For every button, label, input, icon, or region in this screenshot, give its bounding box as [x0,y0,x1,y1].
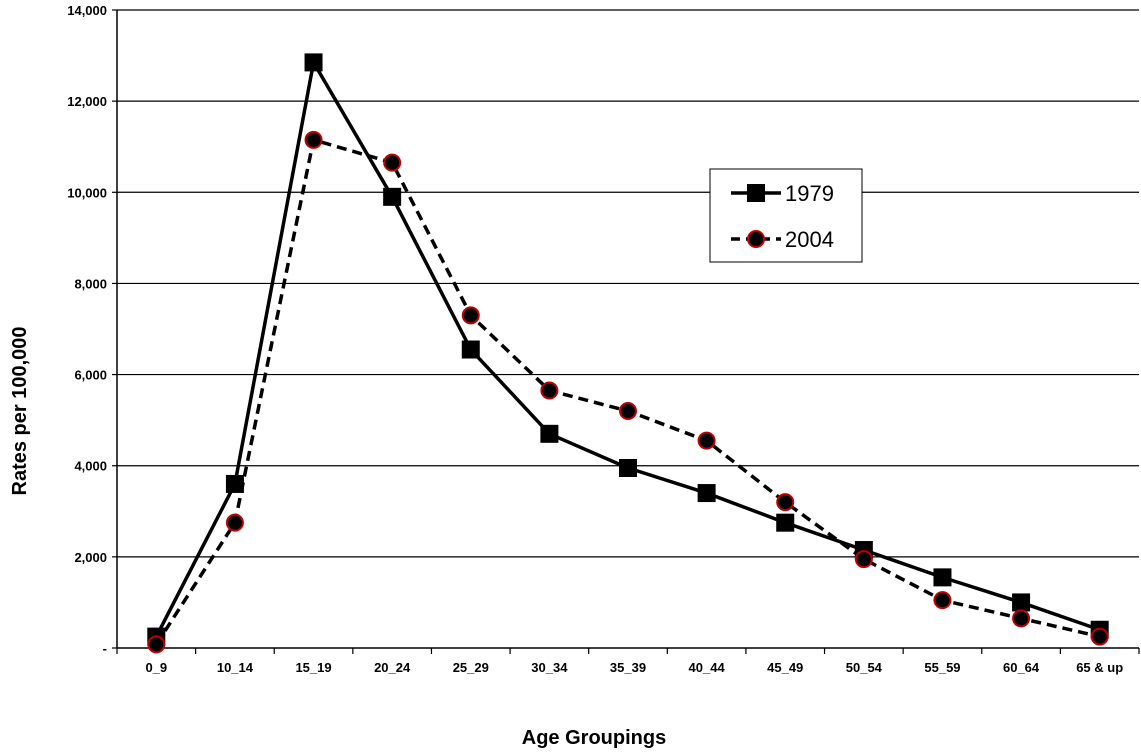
data-point-2004 [304,130,323,149]
series-group [147,53,1109,654]
x-tick-label: 20_24 [374,660,411,675]
data-point-2004 [697,431,716,450]
y-tick-label: 12,000 [67,94,107,109]
y-tick-label: 14,000 [67,3,107,18]
data-point-2004 [1012,609,1031,628]
axes [112,9,1140,654]
x-tick-label: 60_64 [1003,660,1040,675]
data-point-2004 [383,153,402,172]
series-2004 [147,130,1109,654]
data-point-1979 [619,458,637,477]
data-point-2004 [225,513,244,532]
data-point-2004 [854,550,873,569]
data-point-2004 [461,306,480,325]
x-tick-label: 55_59 [924,660,960,675]
x-tick-label: 25_29 [453,660,489,675]
x-tick-label: 45_49 [767,660,803,675]
data-point-2004 [540,381,559,400]
data-point-1979 [540,424,559,443]
legend-item-1979: 1979 [731,181,834,206]
legend-item-2004: 2004 [731,227,834,252]
x-tick-labels: 0_9 10_14 15_19 20_24 25_29 30_34 35_39 40_44 45… [145,660,1123,675]
legend-box [709,168,863,263]
data-point-2004 [933,591,952,610]
x-tick-label: 65 & up [1076,660,1123,675]
data-point-1979 [933,568,952,587]
data-point-1979 [1012,593,1031,612]
x-tick-label: 15_19 [295,660,331,675]
legend: 1979 2004 [709,168,863,263]
y-axis-title: Rates per 100,000 [9,326,31,495]
legend-marker [747,230,765,248]
series-line-1979 [154,60,1101,638]
data-point-1979 [461,340,480,359]
x-tick-label: 50_54 [846,660,883,675]
data-point-2004 [619,402,637,421]
y-tick-label: 8,000 [74,276,107,291]
x-tick-label: 40_44 [689,660,726,675]
data-point-1979 [697,484,716,503]
y-tick-label: - [103,641,107,656]
legend-label: 2004 [785,227,834,252]
x-axis-title: Age Groupings [522,727,666,749]
y-tick-labels: - 2,000 4,000 6,000 8,000 10,000 12,000 14,000 [67,3,107,656]
gridlines [117,9,1139,558]
data-point-1979 [383,187,402,206]
data-point-1979 [776,513,795,532]
legend-label: 1979 [785,181,834,206]
x-tick-label: 0_9 [145,660,167,675]
y-tick-label: 2,000 [74,550,107,565]
x-tick-label: 35_39 [610,660,646,675]
x-tick-label: 10_14 [217,660,254,675]
data-point-2004 [1090,627,1109,646]
y-tick-label: 4,000 [74,459,107,474]
data-point-2004 [147,635,166,654]
data-point-1979 [225,474,244,493]
data-point-2004 [776,493,795,512]
y-tick-label: 10,000 [67,185,107,200]
y-tick-label: 6,000 [74,368,107,383]
legend-marker [747,184,765,202]
series-1979 [147,53,1109,646]
series-line-2004 [154,138,1101,646]
x-tick-label: 30_34 [531,660,568,675]
data-point-1979 [304,53,323,72]
